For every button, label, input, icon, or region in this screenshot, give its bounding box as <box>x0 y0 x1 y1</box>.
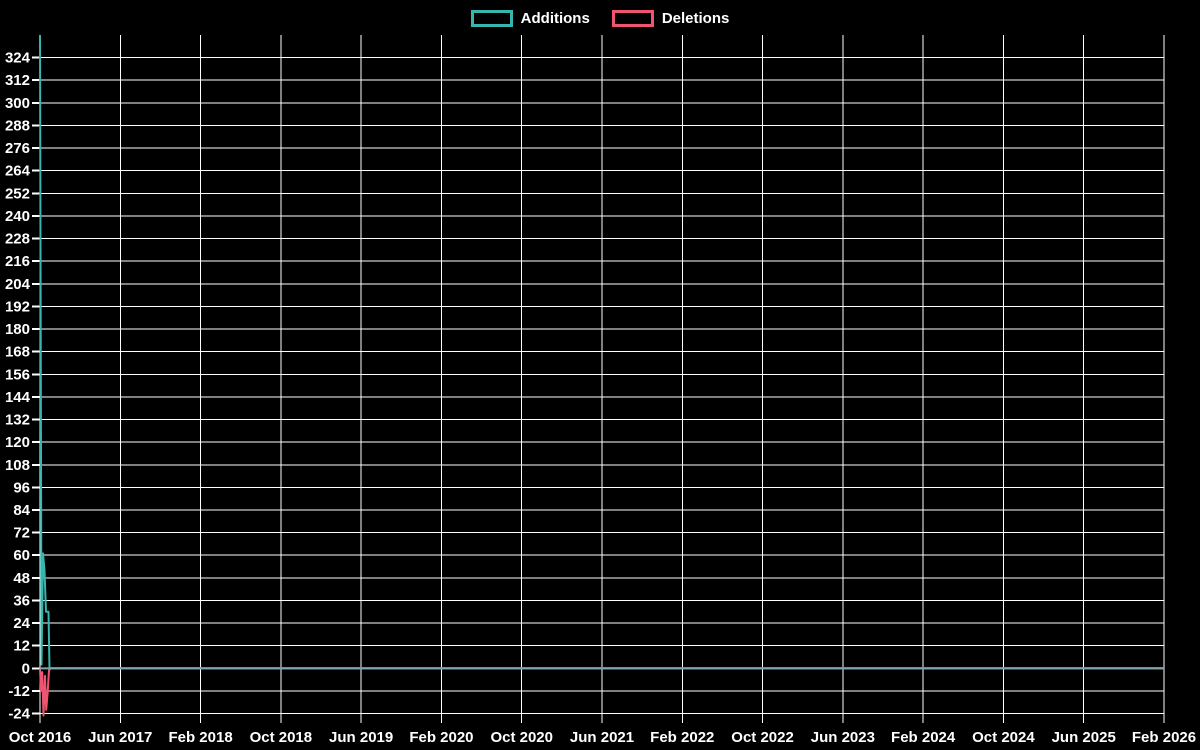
svg-text:132: 132 <box>5 412 30 429</box>
svg-text:168: 168 <box>5 344 30 361</box>
svg-text:Jun 2025: Jun 2025 <box>1052 729 1116 746</box>
svg-text:180: 180 <box>5 321 30 338</box>
svg-text:156: 156 <box>5 366 30 383</box>
svg-text:Feb 2022: Feb 2022 <box>650 729 714 746</box>
svg-text:144: 144 <box>5 389 31 406</box>
svg-text:Oct 2020: Oct 2020 <box>490 729 553 746</box>
svg-text:Feb 2020: Feb 2020 <box>409 729 473 746</box>
svg-text:264: 264 <box>5 163 31 180</box>
svg-text:300: 300 <box>5 95 30 112</box>
svg-text:324: 324 <box>5 50 31 67</box>
svg-text:24: 24 <box>13 615 30 632</box>
svg-text:Oct 2016: Oct 2016 <box>9 729 72 746</box>
svg-text:36: 36 <box>13 592 30 609</box>
legend-label-additions: Additions <box>520 9 590 27</box>
additions-swatch <box>470 9 513 27</box>
svg-text:60: 60 <box>13 547 30 564</box>
svg-text:Feb 2026: Feb 2026 <box>1132 729 1196 746</box>
svg-text:Jun 2017: Jun 2017 <box>88 729 152 746</box>
svg-text:Feb 2024: Feb 2024 <box>891 729 956 746</box>
svg-text:204: 204 <box>5 276 31 293</box>
svg-text:108: 108 <box>5 457 30 474</box>
svg-text:48: 48 <box>13 570 30 587</box>
svg-text:312: 312 <box>5 72 30 89</box>
svg-text:-12: -12 <box>8 683 30 700</box>
svg-text:12: 12 <box>13 638 30 655</box>
svg-text:228: 228 <box>5 231 30 248</box>
svg-text:96: 96 <box>13 479 30 496</box>
svg-text:-24: -24 <box>8 706 30 723</box>
svg-text:Feb 2018: Feb 2018 <box>168 729 232 746</box>
svg-text:216: 216 <box>5 253 30 270</box>
svg-text:Jun 2023: Jun 2023 <box>811 729 875 746</box>
svg-text:Oct 2022: Oct 2022 <box>731 729 794 746</box>
legend-item-deletions[interactable]: Deletions <box>611 9 730 27</box>
svg-text:252: 252 <box>5 185 30 202</box>
svg-text:84: 84 <box>13 502 30 519</box>
svg-text:192: 192 <box>5 298 30 315</box>
svg-text:288: 288 <box>5 117 30 134</box>
svg-text:Jun 2019: Jun 2019 <box>329 729 393 746</box>
chart-legend: Additions Deletions <box>0 6 1200 30</box>
legend-label-deletions: Deletions <box>661 9 730 27</box>
deletions-swatch <box>611 9 654 27</box>
svg-text:Jun 2021: Jun 2021 <box>570 729 634 746</box>
svg-text:120: 120 <box>5 434 30 451</box>
legend-item-additions[interactable]: Additions <box>470 9 590 27</box>
svg-text:Oct 2018: Oct 2018 <box>250 729 313 746</box>
svg-text:276: 276 <box>5 140 30 157</box>
svg-text:72: 72 <box>13 525 30 542</box>
svg-text:0: 0 <box>22 660 30 677</box>
svg-text:Oct 2024: Oct 2024 <box>972 729 1035 746</box>
svg-text:240: 240 <box>5 208 30 225</box>
